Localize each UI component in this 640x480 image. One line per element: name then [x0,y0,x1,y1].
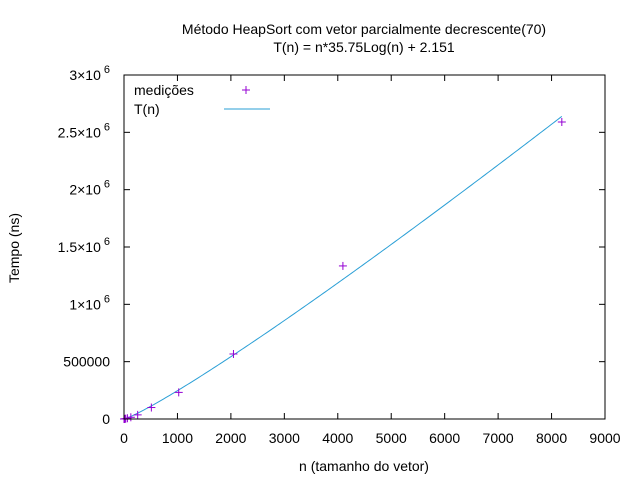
y-tick-label: 1.5×10 6 [58,236,110,255]
data-point [147,403,156,412]
x-tick-label: 1000 [162,430,193,446]
y-tick-label: 500000 [63,354,110,370]
chart-title: Método HeapSort com vetor parcialmente d… [182,21,546,37]
x-tick-label: 0 [120,430,128,446]
x-tick-label: 7000 [483,430,514,446]
data-point [133,410,142,419]
y-tick-label: 2.5×10 6 [58,121,110,140]
y-tick-label: 0 [102,411,110,427]
y-tick-label: 2×10 6 [69,179,110,198]
y-axis-ticks: 0 500000 1×10 6 1.5×10 6 2×10 6 2.5×10 6 3×10 6 [58,64,605,427]
legend-label-measurements: medições [134,82,194,98]
x-tick-label: 2000 [215,430,246,446]
legend: medições T(n) [134,82,270,117]
plot-border [123,74,606,420]
legend-label-fit: T(n) [134,101,160,117]
y-tick-label: 1×10 6 [69,293,110,312]
data-point [338,261,347,270]
x-tick-label: 8000 [536,430,567,446]
x-tick-label: 3000 [269,430,300,446]
x-axis-label: n (tamanho do vetor) [299,458,429,474]
chart-subtitle: T(n) = n*35.75Log(n) + 2.151 [273,39,455,55]
plot-area [120,116,566,423]
legend-marker-measurements [242,86,250,94]
x-axis-ticks: 0 1000 2000 3000 4000 5000 6000 7000 8000 9000 [120,75,621,446]
data-point [174,388,183,397]
y-tick-label: 3×10 6 [69,64,110,83]
x-tick-label: 4000 [322,430,353,446]
x-tick-label: 9000 [589,430,620,446]
data-point [126,413,135,422]
data-point [123,414,132,423]
data-point [229,349,238,358]
y-axis-label: Tempo (ns) [6,213,22,283]
x-tick-label: 6000 [429,430,460,446]
fit-curve [123,116,563,420]
data-point [557,118,566,127]
x-tick-label: 5000 [376,430,407,446]
